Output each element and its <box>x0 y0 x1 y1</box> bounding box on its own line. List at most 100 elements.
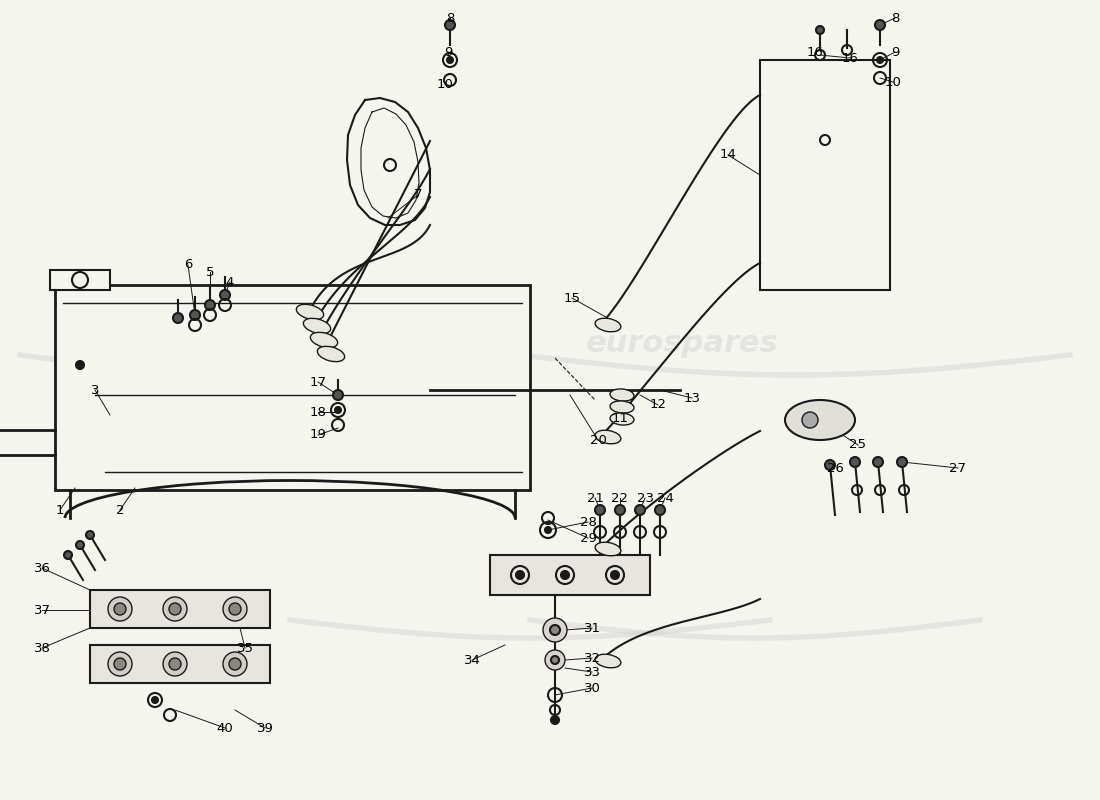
Text: 32: 32 <box>583 651 601 665</box>
Ellipse shape <box>610 401 634 413</box>
Circle shape <box>544 527 551 533</box>
Circle shape <box>816 26 824 34</box>
Text: 16: 16 <box>842 51 858 65</box>
Text: 15: 15 <box>563 291 581 305</box>
Text: 30: 30 <box>584 682 601 694</box>
Text: 21: 21 <box>586 491 604 505</box>
Text: 33: 33 <box>583 666 601 678</box>
Text: 20: 20 <box>590 434 606 446</box>
Circle shape <box>169 603 182 615</box>
Text: 26: 26 <box>826 462 844 474</box>
Text: 9: 9 <box>891 46 899 58</box>
Circle shape <box>220 290 230 300</box>
Circle shape <box>336 407 341 413</box>
Ellipse shape <box>595 542 620 556</box>
Circle shape <box>595 505 605 515</box>
Text: 10: 10 <box>437 78 453 91</box>
Ellipse shape <box>310 332 338 348</box>
Text: 18: 18 <box>309 406 327 418</box>
Circle shape <box>877 57 883 63</box>
Circle shape <box>447 57 453 63</box>
Circle shape <box>86 531 94 539</box>
Circle shape <box>163 597 187 621</box>
Text: 13: 13 <box>683 391 701 405</box>
Circle shape <box>152 697 158 703</box>
Text: 22: 22 <box>612 491 628 505</box>
Polygon shape <box>90 645 270 683</box>
Text: 27: 27 <box>949 462 967 474</box>
Circle shape <box>76 541 84 549</box>
Polygon shape <box>760 60 890 290</box>
Circle shape <box>850 457 860 467</box>
Text: eurospares: eurospares <box>145 330 339 358</box>
Text: 39: 39 <box>256 722 274 734</box>
Circle shape <box>223 597 248 621</box>
Circle shape <box>825 460 835 470</box>
Circle shape <box>551 656 559 664</box>
Text: 14: 14 <box>719 149 736 162</box>
Ellipse shape <box>296 304 323 320</box>
Ellipse shape <box>610 413 634 425</box>
Text: 25: 25 <box>849 438 867 451</box>
Circle shape <box>874 20 886 30</box>
Circle shape <box>205 300 214 310</box>
Circle shape <box>223 652 248 676</box>
Text: 28: 28 <box>580 515 596 529</box>
Text: 38: 38 <box>34 642 51 654</box>
Circle shape <box>169 658 182 670</box>
Text: eurospares: eurospares <box>585 330 779 358</box>
Circle shape <box>543 618 566 642</box>
Circle shape <box>114 658 126 670</box>
Text: 23: 23 <box>637 491 653 505</box>
Polygon shape <box>50 270 110 290</box>
Text: 8: 8 <box>891 11 899 25</box>
Circle shape <box>635 505 645 515</box>
Circle shape <box>108 652 132 676</box>
Circle shape <box>173 313 183 323</box>
Circle shape <box>896 457 907 467</box>
Circle shape <box>516 571 524 579</box>
Text: 16: 16 <box>806 46 824 58</box>
Ellipse shape <box>318 346 344 362</box>
Ellipse shape <box>595 318 620 332</box>
Text: 11: 11 <box>612 411 628 425</box>
Text: 34: 34 <box>463 654 481 666</box>
Text: 8: 8 <box>446 11 454 25</box>
Polygon shape <box>490 555 650 595</box>
Text: 17: 17 <box>309 375 327 389</box>
Circle shape <box>550 625 560 635</box>
Text: 29: 29 <box>580 531 596 545</box>
Circle shape <box>654 505 666 515</box>
Circle shape <box>551 716 559 724</box>
Circle shape <box>446 20 455 30</box>
Polygon shape <box>90 590 270 628</box>
Circle shape <box>64 551 72 559</box>
Circle shape <box>615 505 625 515</box>
Circle shape <box>561 571 569 579</box>
Text: 2: 2 <box>116 503 124 517</box>
Circle shape <box>76 361 84 369</box>
Text: 7: 7 <box>414 189 422 202</box>
Text: 36: 36 <box>34 562 51 574</box>
Text: 10: 10 <box>884 75 901 89</box>
Circle shape <box>333 390 343 400</box>
Ellipse shape <box>610 389 634 401</box>
Text: 5: 5 <box>206 266 214 278</box>
Text: 1: 1 <box>56 503 64 517</box>
Polygon shape <box>55 285 530 490</box>
Text: 19: 19 <box>309 429 327 442</box>
Circle shape <box>190 310 200 320</box>
Text: 6: 6 <box>184 258 192 271</box>
Circle shape <box>108 597 132 621</box>
Ellipse shape <box>304 318 331 334</box>
Circle shape <box>873 457 883 467</box>
Circle shape <box>229 658 241 670</box>
Circle shape <box>802 412 818 428</box>
Text: 31: 31 <box>583 622 601 634</box>
Ellipse shape <box>595 654 620 668</box>
Text: 37: 37 <box>33 603 51 617</box>
Text: 12: 12 <box>649 398 667 411</box>
Text: 40: 40 <box>217 722 233 734</box>
Circle shape <box>610 571 619 579</box>
Text: 9: 9 <box>443 46 452 58</box>
